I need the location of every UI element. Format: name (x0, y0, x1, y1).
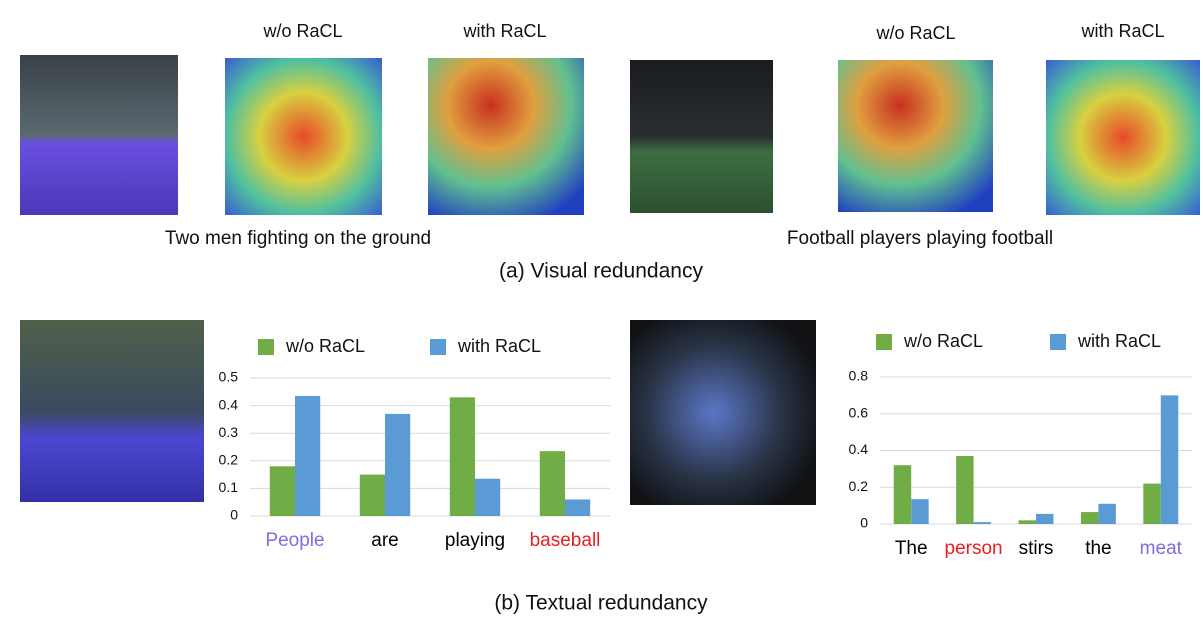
x-tick-label: are (371, 530, 398, 551)
y-tick-label: 0.8 (849, 368, 869, 384)
heatmap (1046, 60, 1200, 215)
y-tick-label: 0.4 (219, 396, 239, 412)
legend-label: w/o RaCL (903, 331, 983, 351)
y-tick-label: 0.3 (219, 424, 239, 440)
column-label: w/o RaCL (875, 23, 955, 43)
caption: Two men fighting on the ground (165, 228, 431, 249)
legend-label: with RaCL (457, 336, 541, 356)
bar (565, 499, 591, 516)
bar (911, 499, 929, 524)
legend-label: w/o RaCL (285, 336, 365, 356)
y-tick-label: 0.1 (219, 479, 239, 495)
legend-label: with RaCL (1077, 331, 1161, 351)
bar (956, 456, 974, 524)
bar (359, 474, 385, 516)
video-frame (630, 60, 773, 213)
bar (1036, 513, 1054, 524)
bar (269, 466, 295, 516)
x-tick-label: The (895, 538, 928, 559)
y-tick-label: 0.5 (219, 369, 239, 385)
x-tick-label: stirs (1019, 538, 1054, 559)
video-frame (20, 55, 178, 215)
y-tick-label: 0.4 (849, 441, 869, 457)
x-tick-label: People (265, 530, 324, 551)
video-frame (20, 320, 204, 502)
column-label: w/o RaCL (262, 21, 342, 41)
caption: Football players playing football (787, 228, 1053, 249)
column-label: with RaCL (462, 21, 546, 41)
bar (893, 465, 912, 524)
bar (1098, 503, 1116, 524)
x-tick-label: meat (1140, 538, 1183, 559)
bar (1160, 395, 1179, 524)
subfigure-caption: (b) Textual redundancy (494, 592, 708, 615)
x-tick-label: person (945, 538, 1003, 559)
heatmap (838, 60, 993, 212)
bar (295, 395, 321, 516)
legend-swatch (430, 339, 446, 355)
column-label: with RaCL (1080, 21, 1164, 41)
bar (475, 478, 501, 516)
x-tick-label: the (1085, 538, 1111, 559)
subfigure-caption: (a) Visual redundancy (499, 260, 703, 283)
bar (449, 397, 475, 516)
x-tick-label: playing (445, 530, 505, 551)
legend-swatch (258, 339, 274, 355)
x-tick-label: baseball (530, 530, 601, 551)
heatmap (225, 58, 382, 215)
legend-swatch (876, 334, 892, 350)
y-tick-label: 0 (230, 507, 238, 523)
bar (1080, 512, 1099, 524)
y-tick-label: 0 (860, 515, 868, 531)
bar (1018, 520, 1036, 524)
bar (539, 451, 565, 516)
legend-swatch (1050, 334, 1066, 350)
video-frame (630, 320, 816, 505)
bar (1143, 483, 1161, 524)
bar (385, 413, 411, 516)
y-tick-label: 0.2 (219, 452, 239, 468)
y-tick-label: 0.2 (849, 478, 869, 494)
y-tick-label: 0.6 (849, 404, 869, 420)
bar (973, 522, 992, 524)
heatmap (428, 58, 584, 215)
